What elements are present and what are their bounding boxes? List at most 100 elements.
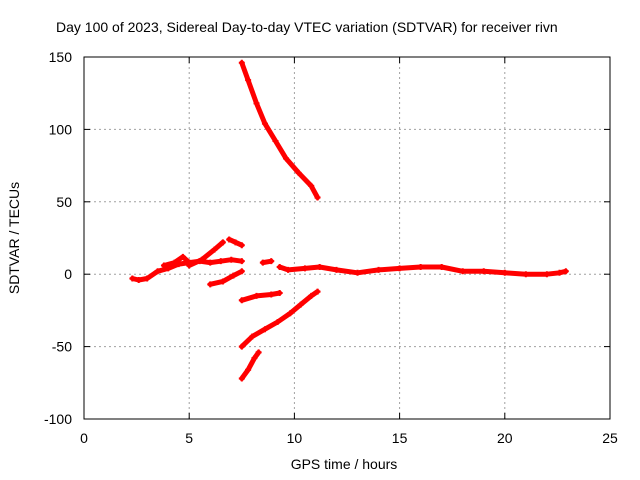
- data-point: [314, 288, 321, 295]
- y-tick-label: 100: [49, 121, 73, 137]
- data-point: [238, 375, 245, 382]
- data-point: [268, 291, 275, 298]
- data-point: [253, 100, 260, 107]
- data-marks: [129, 59, 569, 382]
- data-point: [198, 256, 205, 263]
- data-point: [314, 194, 321, 201]
- data-point: [179, 253, 186, 260]
- data-point: [501, 269, 508, 276]
- series-steep-descent: [238, 59, 321, 201]
- data-point: [261, 120, 268, 127]
- x-tick-label: 20: [497, 430, 513, 446]
- data-point: [251, 355, 258, 362]
- ticks: [83, 56, 611, 420]
- x-axis-label: GPS time / hours: [291, 456, 398, 472]
- y-tick-label: -100: [44, 411, 72, 427]
- data-point: [556, 269, 563, 276]
- data-point: [297, 301, 304, 308]
- data-point: [238, 268, 245, 275]
- data-point: [232, 239, 239, 246]
- data-point: [211, 246, 218, 253]
- data-point: [396, 265, 403, 272]
- series-lower-arc-6h: [207, 268, 245, 288]
- series-rising-arc-6h: [186, 239, 226, 269]
- y-tick-label: 50: [56, 194, 72, 210]
- series-line: [239, 289, 320, 350]
- series-segment-minus-70: [238, 349, 262, 382]
- series-line: [207, 268, 245, 287]
- data-point: [144, 275, 151, 282]
- data-point: [238, 59, 245, 66]
- data-point: [154, 268, 161, 275]
- x-tick-label: 5: [185, 430, 193, 446]
- data-point: [438, 263, 445, 270]
- data-point: [238, 343, 245, 350]
- data-point: [129, 275, 136, 282]
- data-point: [417, 263, 424, 270]
- data-point: [276, 263, 283, 270]
- x-tick-label: 10: [287, 430, 303, 446]
- y-tick-label: 0: [64, 266, 72, 282]
- x-tick-label: 15: [392, 430, 408, 446]
- series-segment-minus-50: [238, 288, 321, 350]
- data-point: [282, 155, 289, 162]
- series-short-8.5h: [259, 258, 275, 266]
- data-point: [261, 326, 268, 333]
- data-point: [272, 137, 279, 144]
- data-point: [245, 366, 252, 373]
- data-point: [301, 265, 308, 272]
- y-tick-label: -50: [52, 339, 72, 355]
- data-point: [238, 297, 245, 304]
- tick-labels: 0 5 10 15 20 25 -100 -50 0 50 100 150: [44, 49, 618, 446]
- data-point: [274, 318, 281, 325]
- data-point: [230, 272, 237, 279]
- x-tick-label: 0: [80, 430, 88, 446]
- data-point: [543, 271, 550, 278]
- data-point: [207, 281, 214, 288]
- data-point: [238, 258, 245, 265]
- data-point: [276, 290, 283, 297]
- series-line: [277, 264, 569, 277]
- data-point: [459, 268, 466, 275]
- data-point: [228, 256, 235, 263]
- series-line: [239, 349, 262, 381]
- series-long-tail: [276, 263, 569, 278]
- series-line: [186, 239, 226, 268]
- series-line: [239, 290, 283, 303]
- data-point: [219, 239, 226, 246]
- data-point: [217, 258, 224, 265]
- data-point: [480, 268, 487, 275]
- chart-title: Day 100 of 2023, Sidereal Day-to-day VTE…: [56, 19, 558, 35]
- data-point: [238, 242, 245, 249]
- data-point: [226, 236, 233, 243]
- data-point: [287, 310, 294, 317]
- series-spike-7h: [226, 236, 245, 249]
- x-tick-label: 25: [602, 430, 618, 446]
- data-point: [285, 266, 292, 273]
- y-tick-label: 150: [49, 49, 73, 65]
- data-point: [308, 182, 315, 189]
- series-line: [239, 60, 320, 200]
- data-point: [186, 262, 193, 269]
- data-point: [207, 259, 214, 266]
- data-point: [295, 169, 302, 176]
- data-point: [219, 278, 226, 285]
- data-point: [135, 276, 142, 283]
- data-point: [354, 269, 361, 276]
- grid: [84, 57, 610, 419]
- data-point: [268, 258, 275, 265]
- data-point: [253, 292, 260, 299]
- series-line: [161, 254, 192, 268]
- data-point: [160, 262, 167, 269]
- data-point: [308, 292, 315, 299]
- data-point: [255, 349, 262, 356]
- plot-frame: [83, 56, 611, 420]
- data-point: [259, 259, 266, 266]
- data-point: [316, 263, 323, 270]
- data-point: [249, 333, 256, 340]
- y-axis-label: SDTVAR / TECUs: [6, 182, 22, 294]
- data-point: [245, 77, 252, 84]
- data-point: [562, 268, 569, 275]
- data-point: [171, 259, 178, 266]
